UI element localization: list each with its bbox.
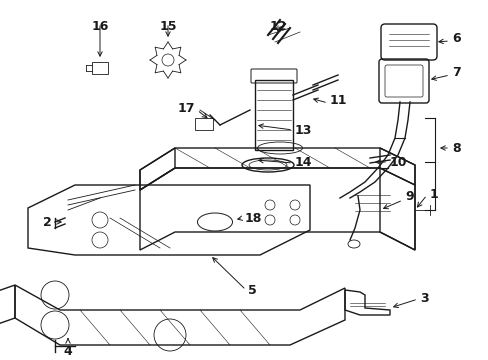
Text: 14: 14	[294, 157, 312, 170]
Text: 1: 1	[429, 189, 438, 202]
Bar	[254, 80, 292, 150]
Text: 16: 16	[91, 20, 108, 33]
Text: 15: 15	[159, 20, 176, 33]
Text: 8: 8	[451, 141, 460, 154]
Text: 9: 9	[404, 189, 413, 202]
Text: 4: 4	[63, 345, 72, 358]
Text: 2: 2	[43, 216, 52, 229]
Bar	[92, 62, 108, 74]
Text: 7: 7	[451, 66, 460, 78]
Bar	[195, 118, 213, 130]
Text: 6: 6	[451, 31, 460, 45]
Text: 11: 11	[329, 94, 347, 107]
Text: 18: 18	[244, 211, 262, 225]
Text: 13: 13	[294, 123, 312, 136]
Text: 17: 17	[177, 102, 195, 114]
Text: 3: 3	[419, 292, 428, 306]
Text: 10: 10	[389, 156, 407, 168]
Text: 12: 12	[269, 20, 286, 33]
Text: 5: 5	[247, 284, 256, 297]
